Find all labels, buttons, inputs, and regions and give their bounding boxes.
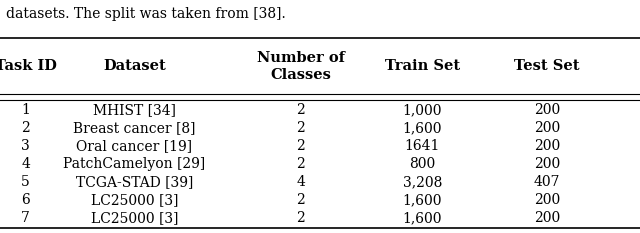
- Text: Breast cancer [8]: Breast cancer [8]: [73, 121, 196, 135]
- Text: MHIST [34]: MHIST [34]: [93, 103, 176, 117]
- Text: 200: 200: [534, 193, 561, 207]
- Text: Task ID: Task ID: [0, 59, 56, 73]
- Text: 2: 2: [296, 139, 305, 153]
- Text: 4: 4: [21, 157, 30, 171]
- Text: 200: 200: [534, 211, 561, 225]
- Text: 2: 2: [296, 121, 305, 135]
- Text: 1: 1: [21, 103, 30, 117]
- Text: LC25000 [3]: LC25000 [3]: [91, 211, 178, 225]
- Text: 407: 407: [534, 175, 561, 189]
- Text: 2: 2: [21, 121, 30, 135]
- Text: 1,000: 1,000: [403, 103, 442, 117]
- Text: 1641: 1641: [404, 139, 440, 153]
- Text: 2: 2: [296, 157, 305, 171]
- Text: Dataset: Dataset: [103, 59, 166, 73]
- Text: LC25000 [3]: LC25000 [3]: [91, 193, 178, 207]
- Text: 200: 200: [534, 103, 561, 117]
- Text: Number of
Classes: Number of Classes: [257, 51, 345, 82]
- Text: 5: 5: [21, 175, 30, 189]
- Text: Train Set: Train Set: [385, 59, 460, 73]
- Text: 1,600: 1,600: [403, 121, 442, 135]
- Text: 6: 6: [21, 193, 30, 207]
- Text: 7: 7: [21, 211, 30, 225]
- Text: 3: 3: [21, 139, 30, 153]
- Text: 2: 2: [296, 211, 305, 225]
- Text: 1,600: 1,600: [403, 193, 442, 207]
- Text: 200: 200: [534, 157, 561, 171]
- Text: PatchCamelyon [29]: PatchCamelyon [29]: [63, 157, 205, 171]
- Text: 2: 2: [296, 103, 305, 117]
- Text: 1,600: 1,600: [403, 211, 442, 225]
- Text: datasets. The split was taken from [38].: datasets. The split was taken from [38].: [6, 7, 286, 21]
- Text: TCGA-STAD [39]: TCGA-STAD [39]: [76, 175, 193, 189]
- Text: 4: 4: [296, 175, 305, 189]
- Text: 200: 200: [534, 121, 561, 135]
- Text: 200: 200: [534, 139, 561, 153]
- Text: Test Set: Test Set: [515, 59, 580, 73]
- Text: Oral cancer [19]: Oral cancer [19]: [76, 139, 193, 153]
- Text: 3,208: 3,208: [403, 175, 442, 189]
- Text: 2: 2: [296, 193, 305, 207]
- Text: 800: 800: [409, 157, 436, 171]
